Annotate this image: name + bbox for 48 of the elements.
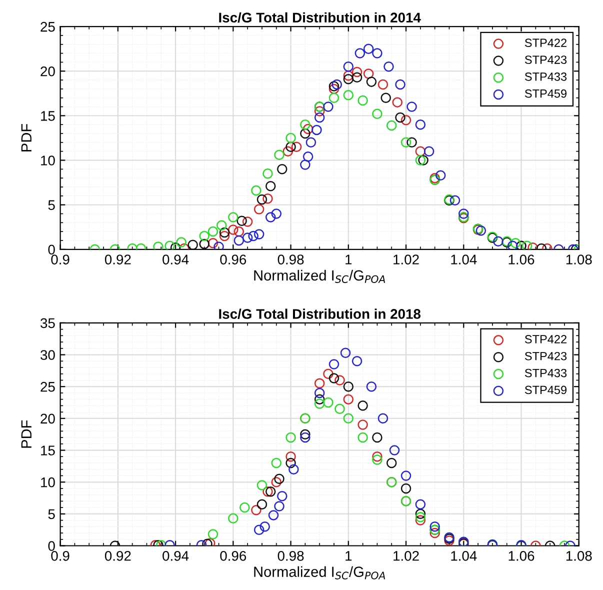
y-tick-label: 30: [40, 350, 55, 360]
legend-label: STP422: [524, 335, 566, 344]
y-tick-label: 20: [40, 414, 55, 424]
legend-label: STP423: [524, 56, 567, 64]
x-tick-label: 1.04: [451, 550, 477, 561]
x-tick-label: 0.98: [278, 254, 304, 264]
y-tick-label: 15: [41, 446, 55, 456]
legend-label: STP433: [524, 72, 567, 81]
y-tick-label: 0: [48, 541, 55, 551]
y-tick-label: 10: [41, 156, 55, 166]
legend-label: STP459: [524, 386, 567, 394]
x-tick-label: 1: [346, 551, 352, 561]
x-tick-label: 0.94: [162, 254, 189, 264]
x-tick-label: 1.08: [566, 254, 592, 264]
y-tick-label: 5: [48, 509, 55, 520]
x-tick-label: 1.08: [566, 550, 592, 561]
y-tick-label: 5: [48, 200, 55, 210]
y-tick-label: 0: [48, 244, 55, 255]
legend-label: STP459: [524, 89, 567, 98]
x-tick-label: 1.04: [451, 254, 477, 264]
y-tick-label: 35: [40, 318, 55, 328]
legend-label: STP422: [524, 38, 566, 48]
y-tick-label: 15: [41, 111, 55, 121]
y-tick-label: 25: [40, 22, 55, 32]
x-axis-title: Normalized I$_{SC}$/G$_{POA}$: [254, 566, 386, 580]
x-tick-label: 0.98: [278, 550, 304, 561]
x-tick-label: 1.02: [394, 254, 419, 264]
x-tick-label: 0.96: [220, 254, 246, 264]
x-tick-label: 0.9: [51, 254, 70, 264]
chart-title: Isc/G Total Distribution in 2014: [219, 12, 421, 23]
legend-label: STP423: [524, 352, 567, 360]
y-tick-label: 20: [40, 66, 55, 76]
x-tick-label: 1: [346, 254, 352, 264]
y-axis-title: PDF: [21, 420, 32, 448]
x-tick-label: 1.06: [508, 550, 534, 561]
x-axis-title: Normalized I$_{SC}$/G$_{POA}$: [254, 270, 386, 283]
x-tick-label: 0.96: [220, 550, 246, 561]
x-tick-label: 0.92: [104, 254, 131, 264]
chart-title: Isc/G Total Distribution in 2018: [219, 308, 421, 320]
x-tick-label: 1.02: [394, 550, 419, 561]
legend-label: STP433: [524, 368, 567, 378]
y-tick-label: 25: [40, 382, 55, 392]
x-tick-label: 0.92: [104, 550, 131, 561]
y-tick-label: 10: [41, 477, 55, 488]
x-tick-label: 1.06: [508, 254, 534, 264]
x-tick-label: 0.94: [162, 550, 189, 561]
x-tick-label: 0.9: [51, 550, 70, 561]
y-axis-title: PDF: [21, 124, 32, 152]
